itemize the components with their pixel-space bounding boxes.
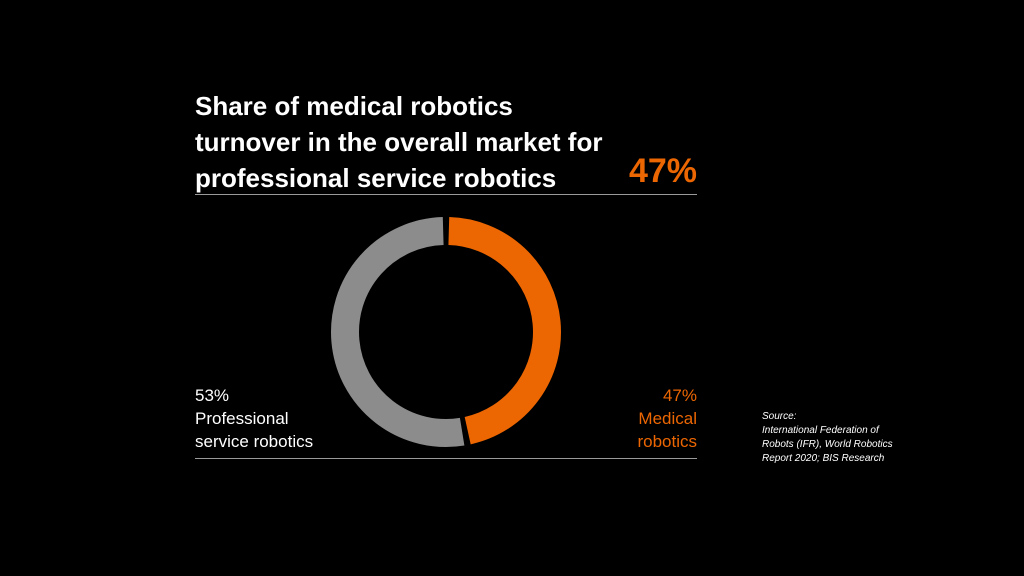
rule	[195, 458, 697, 459]
donut-slice	[448, 217, 561, 445]
value-label: 47%	[662, 386, 697, 405]
rule	[195, 194, 697, 195]
slice-label: 47% Medical robotics	[597, 384, 697, 453]
source-text: International Federation of Robots (IFR)…	[762, 425, 893, 464]
source-note: Source: International Federation of Robo…	[762, 410, 902, 466]
chart-title: Share of medical robotics turnover in th…	[195, 91, 603, 193]
highlight-value: 47%	[628, 152, 697, 190]
slice-label: 53% Professional service robotics	[195, 384, 345, 453]
value-label: 53%	[195, 386, 230, 405]
source-heading: Source:	[762, 411, 797, 422]
donut-slice	[331, 217, 465, 447]
category-label: Professional service robotics	[195, 409, 314, 451]
category-label: Medical robotics	[637, 409, 697, 451]
